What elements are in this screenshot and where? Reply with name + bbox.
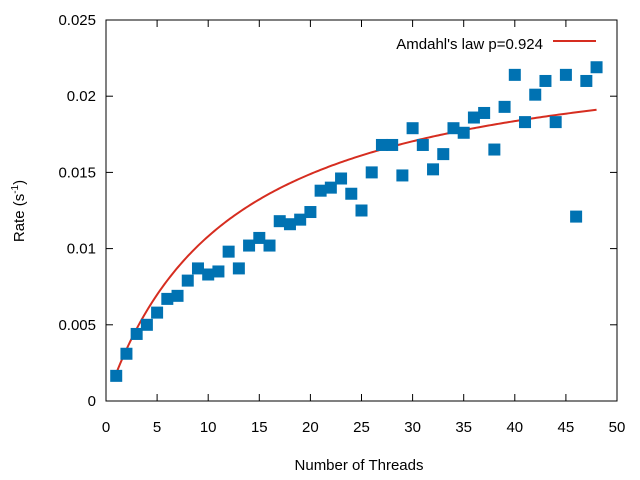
legend: Amdahl's law p=0.924 [396, 36, 596, 53]
data-point [304, 206, 317, 219]
data-point [283, 218, 296, 231]
data-point [314, 184, 327, 197]
data-point [386, 138, 399, 151]
measured-points-series [110, 61, 603, 382]
data-point [202, 268, 215, 281]
data-point [222, 245, 235, 258]
x-tick-label: 40 [506, 419, 523, 436]
data-point [580, 74, 593, 87]
data-point [508, 68, 521, 81]
x-tick-label: 20 [302, 419, 319, 436]
x-tick-label: 45 [558, 419, 575, 436]
data-point [488, 143, 501, 156]
data-point [151, 306, 164, 319]
y-tick-label: 0.02 [67, 88, 96, 105]
data-point [140, 318, 153, 331]
amdahl-fit-series [115, 108, 597, 374]
data-point [427, 163, 440, 176]
x-tick-label: 0 [102, 419, 110, 436]
data-point [161, 292, 174, 305]
y-axis-title-base: Rate (s [11, 194, 28, 242]
data-point [549, 116, 562, 129]
x-tick-label: 50 [609, 419, 626, 436]
y-tick-label: 0.025 [58, 12, 96, 29]
data-point [232, 262, 245, 275]
data-point [559, 68, 572, 81]
y-tick-label: 0.005 [58, 317, 96, 334]
y-axis-title-superscript: -1 [10, 184, 21, 193]
legend-label: Amdahl's law p=0.924 [396, 36, 543, 53]
data-point [355, 204, 368, 217]
data-point [396, 169, 409, 182]
data-point [590, 61, 603, 74]
amdahl-fit-line [115, 108, 597, 374]
data-point [263, 239, 276, 252]
data-point [253, 231, 266, 244]
data-point [447, 122, 460, 135]
tick-labels: 0 5 10 15 20 25 30 35 40 45 50 0 0.005 0.01 0.015 0.02 0… [58, 12, 625, 436]
data-point [212, 265, 225, 278]
data-point [570, 210, 583, 223]
data-point [181, 274, 194, 287]
data-point [375, 138, 388, 151]
y-tick-label: 0.01 [67, 241, 96, 258]
data-point [365, 166, 378, 179]
x-tick-label: 30 [404, 419, 421, 436]
y-axis-title: Rate (s-1) [10, 180, 28, 242]
x-tick-label: 15 [251, 419, 268, 436]
x-tick-label: 5 [153, 419, 161, 436]
data-point [294, 213, 307, 226]
data-point [243, 239, 256, 252]
data-point [273, 215, 286, 228]
y-tick-label: 0 [88, 393, 96, 410]
data-point [324, 181, 337, 194]
data-point [416, 138, 429, 151]
x-axis-title: Number of Threads [295, 457, 424, 474]
data-point [519, 116, 532, 129]
data-point [120, 347, 133, 360]
y-tick-label: 0.015 [58, 164, 96, 181]
data-point [467, 111, 480, 124]
data-point [529, 88, 542, 101]
data-point [171, 289, 184, 302]
data-point [498, 100, 511, 113]
data-point [478, 106, 491, 119]
x-tick-label: 35 [455, 419, 472, 436]
data-point [457, 126, 470, 139]
data-point [335, 172, 348, 185]
y-axis-title-tail: ) [11, 180, 28, 185]
data-point [406, 122, 419, 135]
data-point [539, 74, 552, 87]
x-tick-label: 10 [200, 419, 217, 436]
data-point [191, 262, 204, 275]
data-point [110, 369, 123, 382]
data-point [437, 148, 450, 161]
x-tick-label: 25 [353, 419, 370, 436]
data-point [345, 187, 358, 200]
plot-frame [105, 19, 618, 402]
data-point [130, 327, 143, 340]
